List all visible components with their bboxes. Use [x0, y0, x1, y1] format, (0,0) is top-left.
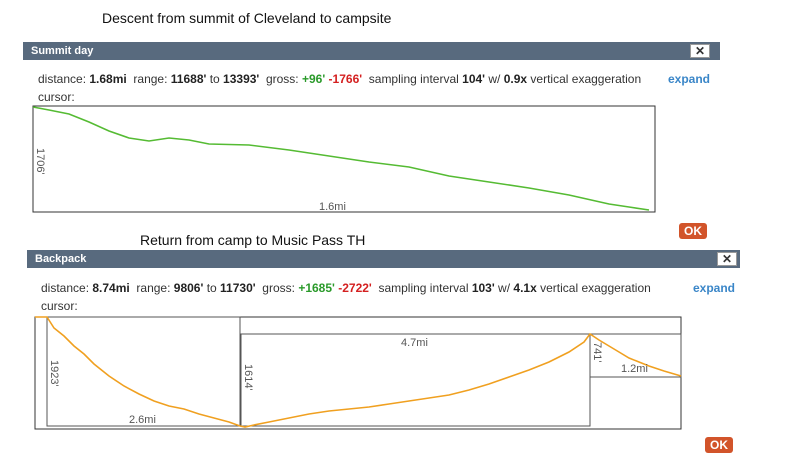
elevation-line	[32, 106, 650, 211]
loss-value: -1766'	[328, 72, 363, 86]
elevation-stats: distance: 1.68mi range: 11688' to 13393'…	[38, 72, 641, 86]
distance-value: 8.74mi	[92, 281, 130, 295]
bottom-caption: Return from camp to Music Pass TH	[140, 232, 366, 248]
segment2-vertical-annotation: 1614'	[242, 364, 254, 391]
sampling-value: 103'	[471, 281, 495, 295]
range-min: 11688'	[170, 72, 207, 86]
exaggeration-value: 4.1x	[513, 281, 537, 295]
ok-button[interactable]: OK	[705, 437, 733, 453]
horizontal-annotation: 1.6mi	[319, 201, 346, 213]
cursor-label: cursor:	[38, 90, 75, 104]
segment-box-1	[46, 316, 241, 427]
summit-day-panel: Summit day ✕ distance: 1.68mi range: 116…	[23, 42, 720, 239]
distance-label: distance:	[38, 72, 87, 86]
panel-title-bar: Backpack	[27, 250, 740, 268]
range-to: to	[206, 281, 217, 295]
segment1-horizontal-annotation: 2.6mi	[129, 414, 156, 426]
gross-label: gross:	[265, 72, 299, 86]
exaggeration-value: 0.9x	[503, 72, 528, 86]
with-label: w/	[488, 72, 501, 86]
range-max: 13393'	[223, 72, 260, 86]
ok-button[interactable]: OK	[679, 223, 707, 239]
loss-value: -2722'	[338, 281, 372, 295]
gain-value: +1685'	[298, 281, 335, 295]
top-caption: Descent from summit of Cleveland to camp…	[102, 10, 392, 26]
elevation-profile-chart[interactable]: 1923' 2.6mi 1614' 4.7mi 741' 1.2mi	[29, 314, 689, 432]
close-button[interactable]: ✕	[717, 252, 737, 266]
distance-value: 1.68mi	[89, 72, 127, 86]
sampling-value: 104'	[462, 72, 486, 86]
profile-frame	[32, 105, 656, 213]
gain-value: +96'	[301, 72, 326, 86]
vertical-label: vertical exaggeration	[540, 281, 651, 295]
vertical-label: vertical exaggeration	[530, 72, 642, 86]
segment-box-3	[589, 333, 682, 378]
expand-link[interactable]: expand	[668, 72, 711, 86]
cursor-label: cursor:	[41, 299, 78, 313]
close-button[interactable]: ✕	[690, 44, 710, 58]
expand-link[interactable]: expand	[693, 281, 736, 295]
segment1-vertical-annotation: 1923'	[48, 360, 60, 387]
elevation-line	[35, 316, 682, 428]
vertical-annotation: 1706'	[34, 148, 46, 175]
range-min: 9806'	[173, 281, 204, 295]
gross-label: gross:	[262, 281, 295, 295]
range-max: 11730'	[220, 281, 256, 295]
range-label: range:	[136, 281, 171, 295]
segment3-horizontal-annotation: 1.2mi	[621, 363, 648, 375]
elevation-profile-chart[interactable]: 1706' 1.6mi	[29, 104, 669, 216]
elevation-stats: distance: 8.74mi range: 9806' to 11730' …	[41, 281, 651, 295]
range-to: to	[209, 72, 220, 86]
segment2-horizontal-annotation: 4.7mi	[401, 337, 428, 349]
panel-title: Backpack	[35, 253, 87, 265]
with-label: w/	[498, 281, 511, 295]
segment3-vertical-annotation: 741'	[591, 342, 603, 362]
sampling-label: sampling interval	[378, 281, 469, 295]
distance-label: distance:	[41, 281, 90, 295]
sampling-label: sampling interval	[368, 72, 459, 86]
backpack-panel: Backpack ✕ distance: 8.74mi range: 9806'…	[27, 250, 740, 453]
panel-title-bar: Summit day	[23, 42, 720, 60]
segment-box-2	[240, 333, 591, 427]
panel-title: Summit day	[31, 45, 94, 57]
range-label: range:	[133, 72, 168, 86]
